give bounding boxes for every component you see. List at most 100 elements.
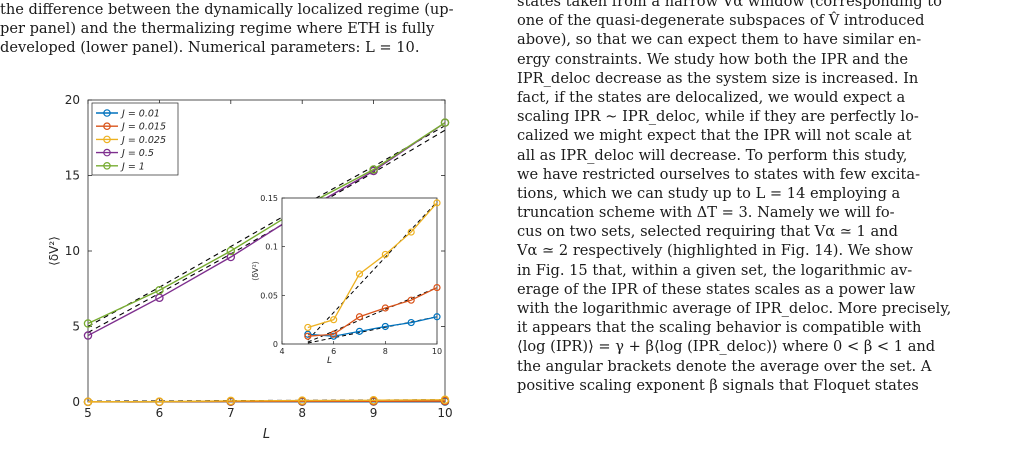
legend-label: J = 0.025 xyxy=(120,135,166,146)
body-line: in Fig. 15 that, within a given set, the… xyxy=(517,261,913,279)
data-point xyxy=(226,252,236,262)
x-tick-label: 5 xyxy=(84,406,92,420)
inset-data-point xyxy=(407,296,415,304)
inset-data-point xyxy=(304,332,312,340)
inset-data-point xyxy=(407,318,415,327)
y-tick-label: 0 xyxy=(72,395,80,409)
inset-y-tick-label: 0.1 xyxy=(265,243,278,252)
data-point xyxy=(440,118,450,127)
legend-label: J = 0.5 xyxy=(120,148,154,159)
y-tick-label: 20 xyxy=(65,93,80,107)
inset-series-line xyxy=(307,202,438,329)
body-line: ⟨log (IPR)⟩ = γ + β⟨log (IPR_deloc)⟩ whe… xyxy=(517,338,936,356)
data-point xyxy=(155,397,164,406)
inset-series-line xyxy=(307,286,438,337)
inset-x-axis-label: L xyxy=(327,356,332,366)
x-tick-label: 8 xyxy=(298,406,306,420)
inset-data-point xyxy=(330,330,338,338)
legend-marker xyxy=(103,148,111,157)
body-line: calized we might expect that the IPR wil… xyxy=(517,127,912,145)
y-tick-label: 10 xyxy=(65,244,80,258)
data-point xyxy=(226,396,236,406)
legend-label: J = 1 xyxy=(120,161,145,172)
inset-fit-line xyxy=(307,287,438,343)
body-line: IPR_deloc decrease as the system size is… xyxy=(517,69,919,87)
caption-line: developed (lower panel). Numerical param… xyxy=(0,39,420,57)
x-tick-label: 9 xyxy=(370,406,378,420)
inset-fit-line xyxy=(307,201,438,341)
y-tick-label: 15 xyxy=(65,169,80,183)
inset-y-tick-label: 0.05 xyxy=(260,291,278,300)
fit-line xyxy=(87,129,446,334)
inset-data-point xyxy=(355,313,364,321)
inset-x-tick-label: 6 xyxy=(331,347,336,356)
inset-data-point xyxy=(433,313,441,321)
inset-fit-line xyxy=(307,316,438,344)
figure-caption: the difference between the dynamically l… xyxy=(0,0,498,58)
data-point xyxy=(83,397,93,406)
inset-data-point xyxy=(304,323,312,332)
x-tick-label: 10 xyxy=(437,406,452,420)
body-line: states taken from a narrow Vα window (co… xyxy=(517,0,942,10)
body-line: it appears that the scaling behavior is … xyxy=(517,319,922,337)
inset-data-point xyxy=(381,250,389,259)
body-line: positive scaling exponent β signals that… xyxy=(517,376,919,394)
series-line xyxy=(87,122,446,325)
body-line: the angular brackets denote the average … xyxy=(517,357,932,375)
inset-data-point xyxy=(433,283,441,292)
data-point xyxy=(83,319,93,328)
legend-label: J = 0.015 xyxy=(120,122,166,133)
legend-marker xyxy=(103,122,111,131)
data-point xyxy=(369,165,378,174)
body-line: above), so that we can expect them to ha… xyxy=(517,31,922,49)
body-line: scaling IPR ∼ IPR_deloc, while if they a… xyxy=(517,108,919,126)
inset-data-point xyxy=(381,304,389,312)
caption-line: the difference between the dynamically l… xyxy=(0,1,454,18)
x-axis-label: L xyxy=(263,427,270,442)
body-line: tions, which we can study up to L = 14 e… xyxy=(517,184,901,202)
data-point xyxy=(369,396,378,405)
data-point xyxy=(226,246,236,256)
body-text-column: states taken from a narrow Vα window (co… xyxy=(517,0,1022,395)
inset-data-point xyxy=(330,316,338,324)
fit-line xyxy=(87,125,446,327)
inset-data-point xyxy=(355,270,364,278)
body-line: ergy constraints. We study how both the … xyxy=(517,50,909,68)
inset-series-line xyxy=(307,316,438,337)
body-line: all as IPR_deloc will decrease. To perfo… xyxy=(517,146,908,164)
inset-data-point xyxy=(407,228,415,236)
inset-x-tick-label: 8 xyxy=(383,347,388,356)
inset-data-point xyxy=(381,322,389,331)
body-line: cus on two sets, selected requiring that… xyxy=(517,223,898,241)
inset-x-tick-label: 4 xyxy=(279,347,284,356)
inset-y-tick-label: 0 xyxy=(273,340,278,349)
inset-data-point xyxy=(433,199,441,207)
legend-marker xyxy=(103,109,111,117)
series-line xyxy=(87,399,446,403)
inset-data-point xyxy=(355,327,364,335)
y-tick-label: 5 xyxy=(72,320,80,334)
data-point xyxy=(155,286,164,295)
legend-label: J = 0.01 xyxy=(120,109,160,120)
series-line xyxy=(87,122,446,337)
body-line: we have restricted ourselves to states w… xyxy=(517,165,921,183)
x-tick-label: 7 xyxy=(227,406,235,420)
legend-marker xyxy=(103,162,111,170)
body-line: with the logarithmic average of IPR_delo… xyxy=(517,300,952,317)
body-line: Vα ≃ 2 respectively (highlighted in Fig.… xyxy=(517,242,914,260)
inset-y-axis-label: ⟨δV²⟩ xyxy=(251,261,260,281)
body-line: erage of the IPR of these states scales … xyxy=(517,280,916,298)
inset-y-tick-label: 0.15 xyxy=(260,194,278,203)
caption-line: per panel) and the thermalizing regime w… xyxy=(0,20,435,38)
body-line: one of the quasi-degenerate subspaces of… xyxy=(517,12,925,30)
data-point xyxy=(297,396,307,405)
x-tick-label: 6 xyxy=(156,406,164,420)
inset-x-tick-label: 10 xyxy=(432,347,442,356)
data-point xyxy=(440,395,450,405)
body-line: truncation scheme with ΔT = 3. Namely we… xyxy=(517,204,895,222)
body-line: fact, if the states are delocalized, we … xyxy=(517,88,906,106)
legend-marker xyxy=(103,135,111,144)
data-point xyxy=(83,331,93,340)
y-axis-label: ⟨δV²⟩ xyxy=(47,236,61,266)
